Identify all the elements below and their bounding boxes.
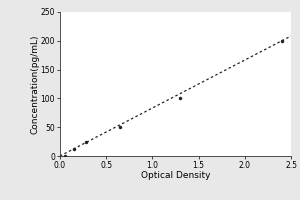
Y-axis label: Concentration(pg/mL): Concentration(pg/mL) [30,34,39,134]
X-axis label: Optical Density: Optical Density [141,171,210,180]
